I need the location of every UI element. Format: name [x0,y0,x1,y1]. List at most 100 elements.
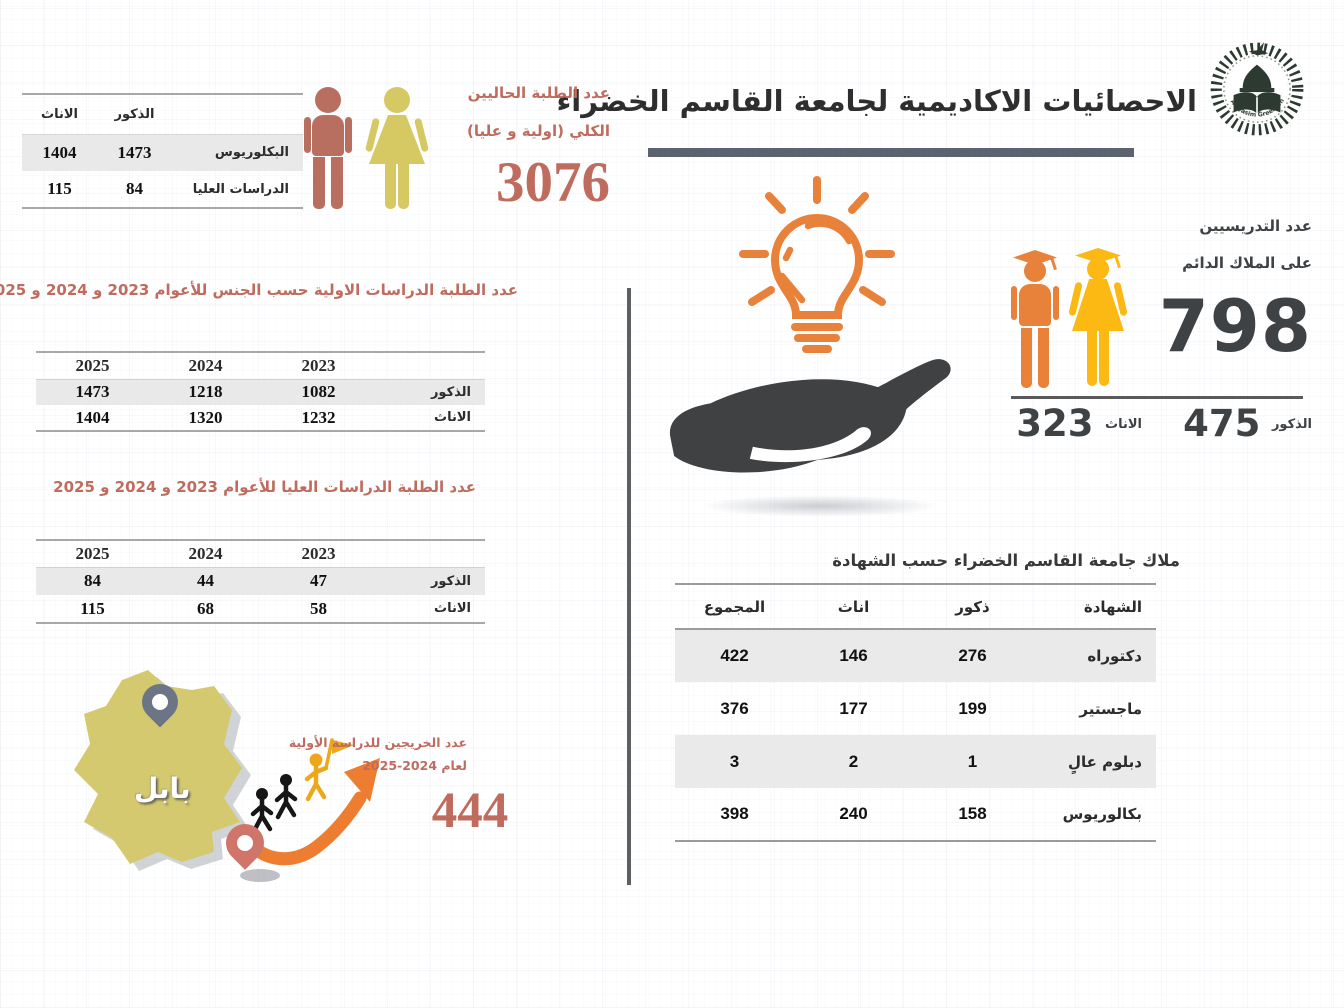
undergrad-by-year-table: 2023 2024 2025 الذكور 1082 1218 1473 الا… [36,351,485,432]
cell-2024: 44 [197,571,214,591]
teaching-staff-heading-2: على الملاك الدائم [1182,254,1312,272]
cell-total: 422 [720,646,749,665]
row-label: دكتوراه [1087,647,1142,665]
row-label: الاناث [434,410,471,425]
col-female: الاناث [41,106,78,122]
table-row: الذكور 47 44 84 [36,567,485,595]
col-year-2025: 2025 [75,543,110,563]
current-students-heading-1: عدد الطلبة الحاليين [467,84,610,102]
cell-2025: 1404 [75,407,110,427]
cell-2025: 115 [80,598,105,618]
table-row: الاناث 1232 1320 1404 [36,405,485,431]
table-header-row: 2023 2024 2025 [36,540,485,567]
cell-2023: 58 [310,598,327,618]
cell-2024: 1218 [188,382,223,402]
postgrad-table-title: عدد الطلبة الدراسات العليا للأعوام 2023 … [53,478,476,496]
cell-male: 1473 [117,142,152,162]
flag-bearer-figure-icon [304,738,354,802]
col-female: اناث [837,597,870,616]
male-graduate-icon [1010,250,1060,390]
col-year-2024: 2024 [188,355,223,375]
col-year-2023: 2023 [301,543,336,563]
cell-2023: 1082 [301,382,336,402]
cell-female: 177 [839,698,868,718]
empty-header-cell [375,352,485,379]
cell-2025: 84 [84,571,101,591]
giving-hand-icon [669,359,951,473]
female-figure-icon [364,87,430,209]
col-year-2025: 2025 [75,355,110,375]
graduates-total: 444 [431,783,509,839]
cell-2024: 1320 [188,407,223,427]
table-row: دبلوم عالٍ 1 2 3 [675,735,1156,788]
cell-2024: 68 [197,598,214,618]
growth-arrow-walkers-icon [245,738,380,866]
table-header-row: 2023 2024 2025 [36,352,485,379]
title-divider-bar [648,148,1134,157]
col-year-2024: 2024 [188,543,223,563]
cell-total: 376 [720,698,749,718]
logo-dome-icon [1242,64,1272,89]
table-row: الدراسات العليا 84 115 [22,171,303,208]
hand-shadow [700,495,940,517]
col-total: المجموع [703,597,766,616]
page-title: الاحصائيات الاكاديمية لجامعة القاسم الخض… [556,84,1197,118]
cell-male: 84 [126,179,143,198]
cell-male: 276 [958,646,987,665]
row-label: البكلوريوس [214,145,289,161]
empty-header-cell [375,540,485,567]
table-row: ماجستير 199 177 376 [675,682,1156,735]
row-label: الاناث [434,601,471,616]
babil-province-map [74,670,251,871]
staff-by-degree-table: الشهادة ذكور اناث المجموع دكتوراه 276 14… [675,583,1156,842]
male-value: 475 [1183,402,1261,445]
table-row: دكتوراه 276 146 422 [675,629,1156,682]
undergrad-table-title: عدد الطلبة الدراسات الاولية حسب الجنس لل… [0,281,518,299]
table-row: الاناث 58 68 115 [36,595,485,623]
col-male: الذكور [114,106,155,122]
cell-male: 158 [958,804,987,823]
table-header-row: الشهادة ذكور اناث المجموع [675,584,1156,629]
col-year-2023: 2023 [301,355,336,375]
cell-female: 115 [47,179,72,198]
male-figure-icon [304,87,352,209]
vertical-divider [627,288,631,885]
female-graduate-icon [1068,248,1128,388]
walking-figure-icon [274,774,298,820]
table-row: بكالوريوس 158 240 398 [675,788,1156,841]
col-degree: الشهادة [1083,597,1142,616]
lightbulb-icon [739,176,895,353]
university-logo: Al-Qasim Green University [1204,34,1304,136]
cell-2025: 1473 [75,382,110,402]
row-label: دبلوم عالٍ [1068,752,1142,771]
postgrad-by-year-table: 2023 2024 2025 الذكور 47 44 84 الاناث 58… [36,539,485,624]
cell-male: 199 [958,698,987,718]
current-students-heading-2: الكلي (اولية و عليا) [467,122,610,140]
current-students-table: الذكور الاناث البكلوريوس 1473 1404 الدرا… [22,93,303,209]
teaching-staff-heading-1: عدد التدريسيين [1199,217,1312,235]
male-label: الذكور [1271,417,1312,432]
table-row: الذكور 1082 1218 1473 [36,379,485,405]
row-label: الذكور [430,384,471,400]
table-header-row: الذكور الاناث [22,94,303,134]
cell-total: 3 [729,751,740,771]
cell-female: 1404 [42,142,77,162]
empty-header-cell [172,94,303,134]
cell-male: 1 [967,751,978,771]
graduates-heading-1: عدد الخريجين للدراسة الأولية [288,735,467,750]
female-value: 323 [1016,402,1094,445]
row-label: بكالوريوس [1062,805,1142,823]
cell-female: 146 [839,646,868,665]
teaching-staff-total: 798 [1158,284,1312,368]
col-male: ذكور [955,597,990,616]
table-row: البكلوريوس 1473 1404 [22,134,303,171]
row-label: الذكور [430,573,471,589]
cell-2023: 1232 [301,407,336,427]
current-students-total: 3076 [496,151,610,214]
gender-split-line [1011,396,1303,399]
cell-total: 398 [720,804,749,823]
row-label: ماجستير [1079,699,1142,718]
walking-figure-icon [250,788,274,834]
teaching-staff-male: الذكور 475 [1183,402,1312,445]
